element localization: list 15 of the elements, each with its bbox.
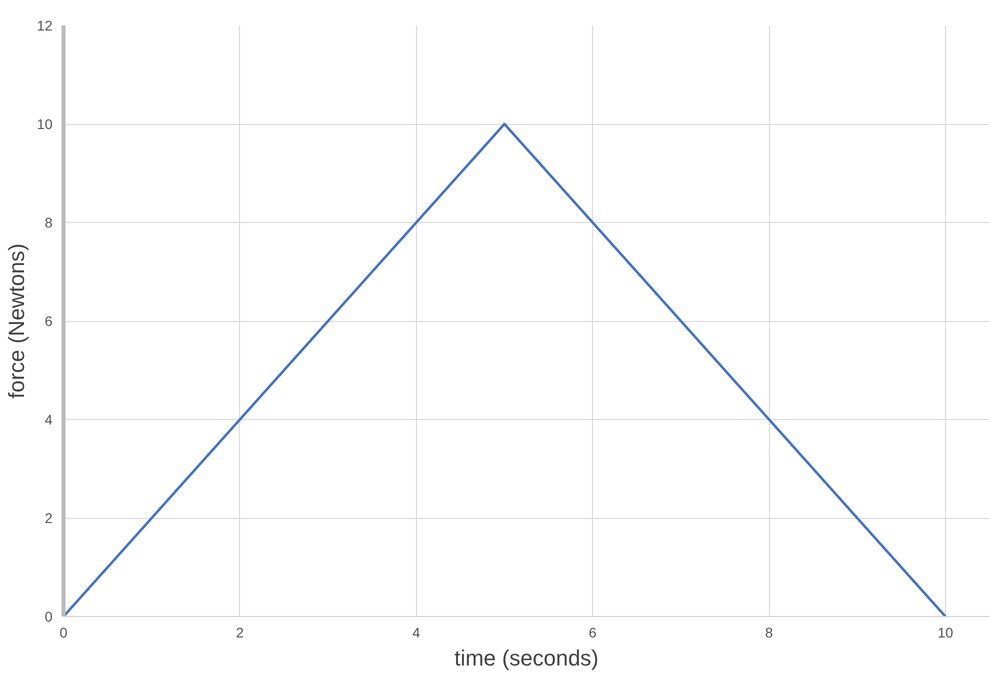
x-tick-label: 8 (765, 624, 774, 640)
y-tick-label: 10 (36, 116, 53, 132)
y-tick-label: 2 (44, 510, 53, 526)
x-tick-label: 0 (60, 624, 68, 640)
y-tick-label: 8 (44, 214, 53, 230)
y-tick-label: 12 (36, 18, 53, 34)
y-axis-title: force (Newtons) (4, 243, 29, 399)
y-tick-label: 6 (44, 313, 53, 329)
x-tick-label: 2 (236, 624, 244, 640)
x-tick-label: 4 (412, 624, 420, 640)
x-tick-label: 10 (938, 624, 954, 640)
y-tick-label: 4 (44, 412, 53, 428)
x-axis-title: time (seconds) (454, 646, 599, 670)
y-tick-label: 0 (44, 608, 53, 624)
x-tick-label: 6 (588, 624, 597, 640)
